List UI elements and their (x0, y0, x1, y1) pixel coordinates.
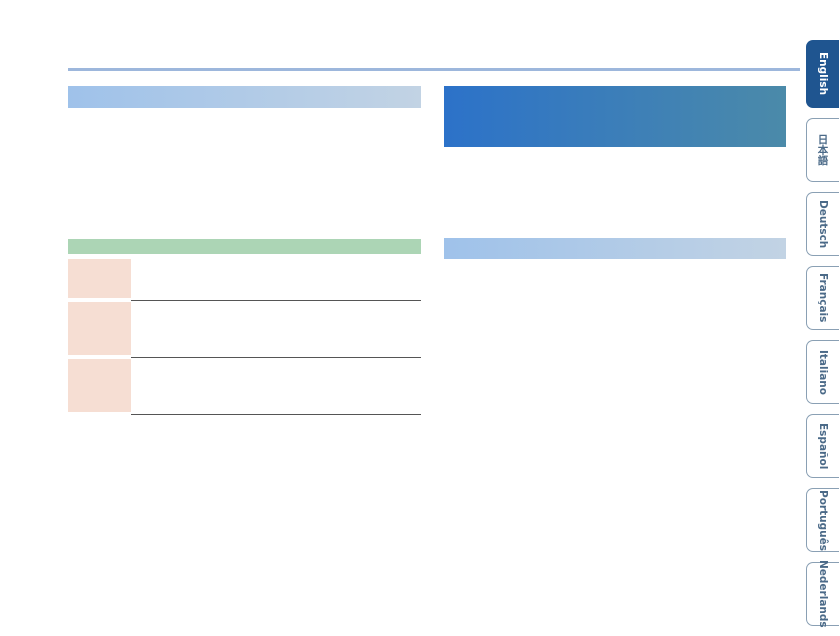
tab-label: English (817, 52, 829, 96)
language-tab[interactable]: Deutsch (806, 192, 839, 256)
tab-label: 日本語 (816, 134, 829, 166)
page: English 日本語 Deutsch Français Italiano Español… (68, 40, 839, 628)
language-tab[interactable]: Español (806, 414, 839, 478)
tab-label: Nederlands (817, 560, 829, 628)
language-tab[interactable]: Français (806, 266, 839, 330)
row-line (131, 300, 421, 301)
table-cell (68, 359, 131, 412)
tab-label: Español (817, 422, 829, 470)
tab-label: Italiano (817, 349, 829, 395)
tab-label: Deutsch (817, 199, 829, 249)
row-line (131, 414, 421, 415)
section-header (68, 86, 421, 108)
language-tab[interactable]: Nederlands (806, 560, 839, 628)
language-tabs: English 日本語 Deutsch Français Italiano Español… (806, 40, 840, 636)
language-tab[interactable]: English (806, 40, 839, 108)
language-tab[interactable]: Português (806, 488, 839, 552)
table-header (68, 239, 421, 254)
language-tab[interactable]: 日本語 (806, 118, 839, 182)
top-rule (68, 68, 800, 71)
tab-label: Português (817, 489, 829, 551)
language-tab[interactable]: Italiano (806, 340, 839, 404)
row-line (131, 357, 421, 358)
table-cell (68, 302, 131, 355)
section-header (444, 238, 786, 259)
chapter-header (444, 86, 786, 147)
tab-label: Français (817, 273, 829, 323)
table-cell (68, 259, 131, 298)
